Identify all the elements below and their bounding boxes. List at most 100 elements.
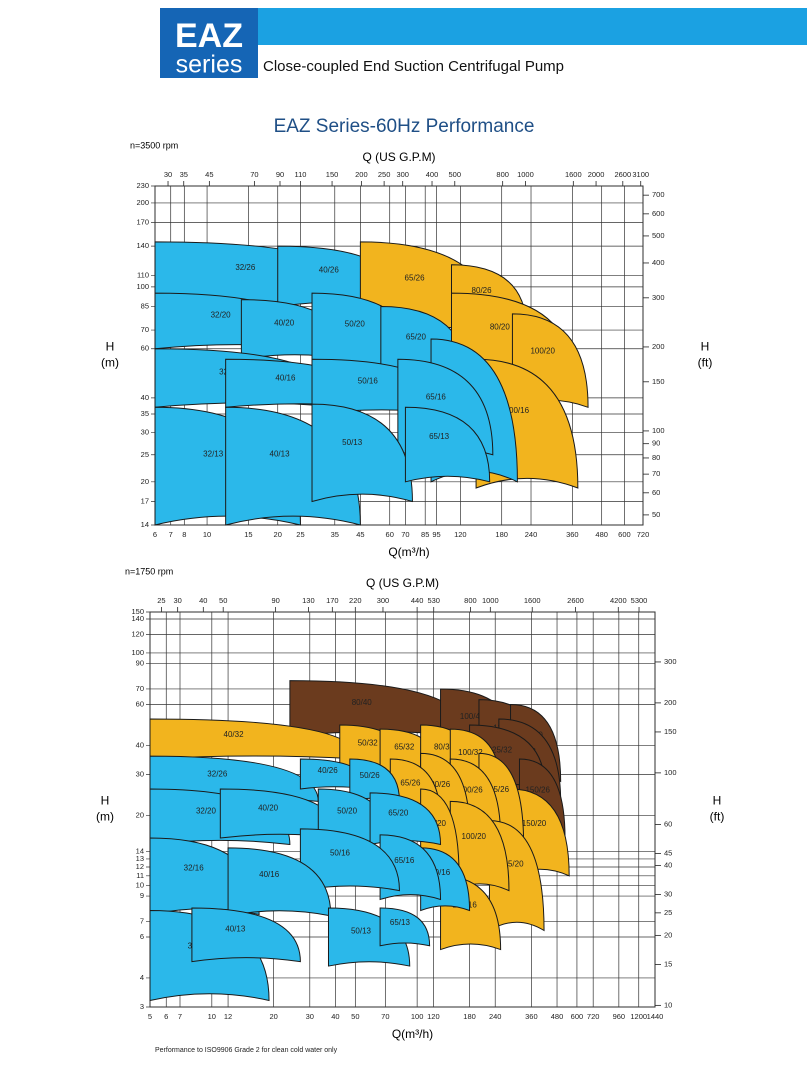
tile-label: 125/32 [488, 746, 513, 755]
y2-tick-label: 70 [652, 469, 660, 478]
x2-tick-label: 40 [199, 596, 207, 605]
tile-label: 50/26 [360, 771, 381, 780]
x2-tick-label: 500 [449, 170, 462, 179]
tile-label: 80/20 [490, 322, 511, 331]
x-tick-label: 35 [331, 530, 339, 539]
y-tick-label: 40 [141, 393, 149, 402]
x2-tick-label: 90 [276, 170, 284, 179]
performance-tile [191, 907, 301, 963]
x2-tick-label: 4200 [610, 596, 627, 605]
x2-tick-label: 1600 [524, 596, 541, 605]
title: EAZ Series-60Hz Performance [274, 116, 535, 137]
y-axis-symbol: H [101, 794, 110, 808]
tile-label: 32/16 [184, 864, 205, 873]
x-tick-label: 10 [208, 1012, 216, 1021]
x-tick-label: 40 [331, 1012, 339, 1021]
x-tick-label: 20 [274, 530, 282, 539]
tile-label: 65/16 [426, 393, 447, 402]
x2-axis-label: Q (US G.P.M) [366, 576, 439, 590]
x-tick-label: 15 [244, 530, 252, 539]
x2-tick-label: 30 [164, 170, 172, 179]
tile-label: 100/32 [458, 748, 483, 757]
y-tick-label: 30 [141, 428, 149, 437]
y-tick-label: 70 [136, 684, 144, 693]
x2-tick-label: 5300 [631, 596, 648, 605]
note: Performance to ISO9906 Grade 2 for clean… [155, 1047, 338, 1054]
y-tick-label: 4 [140, 973, 144, 982]
x-tick-label: 45 [356, 530, 364, 539]
tile-label: 32/26 [235, 263, 256, 272]
x-tick-label: 180 [495, 530, 508, 539]
y2-tick-label: 90 [652, 439, 660, 448]
x-tick-label: 360 [525, 1012, 538, 1021]
y2-axis-unit: (ft) [698, 356, 713, 370]
x2-tick-label: 1600 [565, 170, 582, 179]
y-tick-label: 10 [136, 880, 144, 889]
y2-tick-label: 60 [652, 488, 660, 497]
tile-label: 100/20 [530, 346, 555, 355]
tile-label: 65/13 [429, 432, 450, 441]
x2-tick-label: 45 [205, 170, 213, 179]
y2-tick-label: 300 [652, 293, 665, 302]
tile-label: 100/26 [458, 786, 483, 795]
x-tick-label: 7 [178, 1012, 182, 1021]
x2-tick-label: 400 [426, 170, 439, 179]
y-axis-symbol: H [106, 340, 115, 354]
tile-label: 40/16 [275, 374, 296, 383]
tile-label: 65/13 [390, 918, 411, 927]
y2-tick-label: 150 [664, 727, 677, 736]
x2-tick-label: 3100 [632, 170, 649, 179]
y-tick-label: 30 [136, 769, 144, 778]
x-tick-label: 180 [463, 1012, 476, 1021]
y-tick-label: 11 [136, 871, 144, 880]
tile-label: 100/16 [505, 406, 530, 415]
y-tick-label: 70 [141, 325, 149, 334]
y-tick-label: 170 [136, 218, 149, 227]
x-tick-label: 720 [637, 530, 650, 539]
performance-tile [379, 907, 431, 947]
y-tick-label: 20 [136, 810, 144, 819]
x2-tick-label: 250 [378, 170, 391, 179]
y-tick-label: 13 [136, 854, 144, 863]
x-tick-label: 6 [164, 1012, 168, 1021]
x-tick-label: 50 [351, 1012, 359, 1021]
x2-tick-label: 2000 [588, 170, 605, 179]
x-tick-label: 600 [571, 1012, 584, 1021]
x-tick-label: 1440 [647, 1012, 664, 1021]
y-tick-label: 12 [136, 862, 144, 871]
x2-axis-label: Q (US G.P.M) [362, 150, 435, 164]
y-tick-label: 9 [140, 891, 144, 900]
y2-tick-label: 20 [664, 930, 672, 939]
tile-label: 32/13 [203, 449, 224, 458]
x-tick-label: 70 [381, 1012, 389, 1021]
y2-tick-label: 200 [664, 698, 677, 707]
tile-label: 125/26 [485, 785, 510, 794]
x2-tick-label: 530 [427, 596, 440, 605]
x2-tick-label: 130 [302, 596, 315, 605]
y-tick-label: 6 [140, 932, 144, 941]
x2-tick-label: 35 [180, 170, 188, 179]
y-tick-label: 17 [141, 496, 149, 505]
x2-tick-label: 300 [377, 596, 390, 605]
x2-tick-label: 1000 [482, 596, 499, 605]
tile-label: 50/20 [337, 806, 358, 815]
x-tick-label: 960 [613, 1012, 626, 1021]
header-bar [160, 8, 807, 45]
y-axis-unit: (m) [96, 810, 114, 824]
y-tick-label: 40 [136, 740, 144, 749]
y2-tick-label: 150 [652, 377, 665, 386]
tile-label: 40/13 [225, 925, 246, 934]
y-tick-label: 140 [131, 614, 144, 623]
x-tick-label: 720 [587, 1012, 600, 1021]
tile-label: 100/40 [460, 712, 485, 721]
x2-tick-label: 150 [326, 170, 339, 179]
x2-tick-label: 300 [396, 170, 409, 179]
y2-tick-label: 300 [664, 657, 677, 666]
x-axis-label: Q(m³/h) [388, 545, 429, 559]
x-tick-label: 600 [618, 530, 631, 539]
x2-tick-label: 2600 [567, 596, 584, 605]
tile-label: 40/26 [319, 265, 340, 274]
x-tick-label: 60 [386, 530, 394, 539]
speed-label: n=1750 rpm [125, 566, 173, 576]
y-tick-label: 120 [131, 630, 144, 639]
